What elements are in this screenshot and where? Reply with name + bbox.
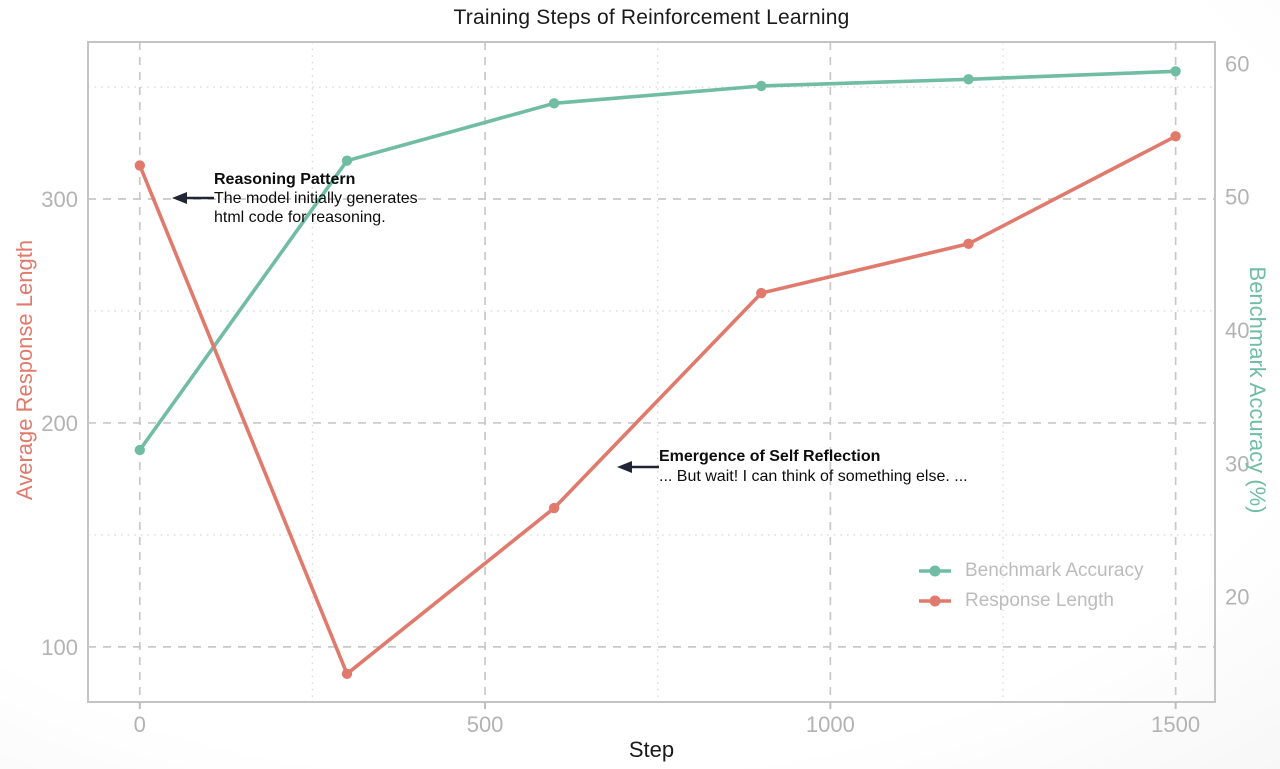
x-tick-label: 0 <box>134 712 146 737</box>
x-tick-label: 1500 <box>1151 712 1200 737</box>
data-point-response-length <box>756 287 767 299</box>
annotation-self-reflection: Emergence of Self Reflection ... But wai… <box>659 447 968 487</box>
legend: Benchmark Accuracy Response Length <box>917 556 1143 616</box>
y-left-tick-label: 200 <box>41 411 78 436</box>
legend-item-response-length: Response Length <box>917 586 1143 616</box>
data-point-benchmark-accuracy <box>341 155 353 166</box>
data-point-benchmark-accuracy <box>756 80 767 92</box>
annotation-arrow-icon <box>617 461 659 473</box>
y-right-tick-label: 40 <box>1225 318 1249 343</box>
annotation-line: ... But wait! I can think of something e… <box>659 468 968 485</box>
data-point-response-length <box>548 502 560 514</box>
y-axis-label-left: Average Response Length <box>12 239 37 501</box>
data-point-response-length <box>1170 131 1181 142</box>
y-axis-label-right: Benchmark Accuracy (%) <box>1245 266 1270 514</box>
series-line-response-length <box>138 134 1178 676</box>
annotation-title: Reasoning Pattern <box>214 171 356 188</box>
plot-border <box>87 41 1216 703</box>
y-right-tick-label: 20 <box>1225 585 1249 610</box>
x-axis-label: Step <box>628 737 675 762</box>
legend-line-dot-icon <box>919 595 951 607</box>
y-right-tick-label: 30 <box>1225 451 1249 476</box>
data-point-benchmark-accuracy <box>1170 66 1181 77</box>
data-point-response-length <box>134 160 145 171</box>
annotation-line: html code for reasoning. <box>214 209 386 226</box>
data-point-benchmark-accuracy <box>548 98 560 109</box>
series-line-benchmark-accuracy <box>138 69 1178 452</box>
legend-label: Benchmark Accuracy <box>965 560 1144 581</box>
data-point-response-length <box>341 668 353 679</box>
legend-item-benchmark-accuracy: Benchmark Accuracy <box>917 556 1143 586</box>
legend-line-dot-icon <box>919 565 951 577</box>
y-right-tick-label: 60 <box>1225 51 1249 76</box>
y-left-tick-label: 100 <box>41 635 78 660</box>
chart-title: Training Steps of Reinforcement Learning <box>453 6 850 29</box>
annotation-reasoning-pattern: Reasoning Pattern The model initially ge… <box>214 170 418 227</box>
x-tick-label: 500 <box>467 712 504 737</box>
y-left-tick-label: 300 <box>41 187 78 212</box>
annotation-title: Emergence of Self Reflection <box>659 448 881 465</box>
annotation-arrow-icon <box>172 192 214 204</box>
x-tick-label: 1000 <box>806 712 855 737</box>
y-right-tick-label: 50 <box>1225 185 1249 210</box>
data-point-benchmark-accuracy <box>963 74 974 85</box>
data-point-benchmark-accuracy <box>134 444 145 456</box>
annotation-line: The model initially generates <box>214 190 418 207</box>
data-point-response-length <box>963 238 974 249</box>
legend-label: Response Length <box>965 590 1114 611</box>
